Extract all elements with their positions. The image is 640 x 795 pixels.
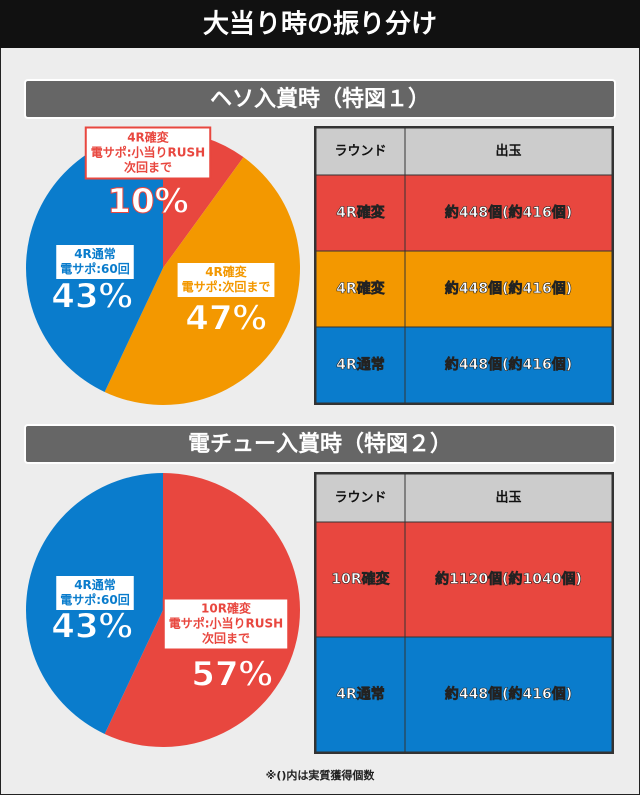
table-cell-text: 約448個(約416個) <box>445 686 572 703</box>
table-cell <box>315 521 406 638</box>
table-header-text: ラウンド <box>334 491 386 506</box>
slice-percent: 47% <box>185 299 266 339</box>
section-title: 電チュー入賞時（特図２） <box>188 431 452 457</box>
slice-label: 4R通常 <box>74 246 116 261</box>
table-cell <box>315 636 406 753</box>
slice-label: 電サポ:60回 <box>60 261 130 276</box>
table-cell <box>404 326 613 404</box>
table-cell <box>315 326 406 404</box>
table-cell-text: 約448個(約416個) <box>445 204 572 221</box>
table-cell-text: 4R確変 <box>336 280 385 297</box>
slice-label: 次回まで <box>124 160 172 175</box>
table-header-cell <box>315 473 406 523</box>
table-cell <box>404 174 613 252</box>
slice-percent: 43% <box>51 607 132 647</box>
section-header <box>24 79 616 119</box>
table-cell-text: 4R通常 <box>336 356 385 373</box>
slice-label: 次回まで <box>202 631 250 646</box>
slice-label: 4R確変 <box>205 264 248 279</box>
table-cell-text: 10R確変 <box>331 571 389 588</box>
slice-percent: 57% <box>191 655 272 695</box>
slice-label-box <box>84 126 212 180</box>
table-header-text: 出玉 <box>495 490 521 506</box>
slice-label: 電サポ:小当りRUSH <box>169 616 283 631</box>
slice-label: 4R通常 <box>74 577 116 592</box>
slice-label: 電サポ:小当りRUSH <box>91 145 205 160</box>
section-header <box>24 424 616 464</box>
title-bar <box>0 0 640 48</box>
slice-label: 電サポ:60回 <box>60 592 130 607</box>
table-cell-text: 約448個(約416個) <box>445 280 572 297</box>
table-header-cell <box>404 473 613 523</box>
table-cell-text: 4R確変 <box>336 204 385 221</box>
footnote: ※()内は実質獲得個数 <box>266 768 376 782</box>
section-title: ヘソ入賞時（特図１） <box>210 86 430 112</box>
table-cell <box>315 250 406 328</box>
table-cell <box>315 174 406 252</box>
slice-label: 電サポ:次回まで <box>182 279 271 294</box>
table-cell <box>404 636 613 753</box>
slice-label: 10R確変 <box>201 601 252 616</box>
slice-percent: 43% <box>51 277 132 317</box>
slice-label-box <box>54 243 136 281</box>
table-cell <box>404 250 613 328</box>
slice-label-box <box>54 574 136 612</box>
page-title: 大当り時の振り分け <box>203 10 437 40</box>
table-cell-text: 約1120個(約1040個) <box>435 571 582 588</box>
slice-label: 4R確変 <box>127 130 170 145</box>
table-cell-text: 4R通常 <box>336 686 385 703</box>
table-header-text: 出玉 <box>495 143 521 159</box>
table-header-text: ラウンド <box>334 144 386 159</box>
slice-label-box <box>162 597 290 651</box>
slice-label-box <box>175 261 277 299</box>
slice-percent: 10% <box>107 182 188 222</box>
table-cell <box>404 521 613 638</box>
table-cell-text: 約448個(約416個) <box>445 356 572 373</box>
